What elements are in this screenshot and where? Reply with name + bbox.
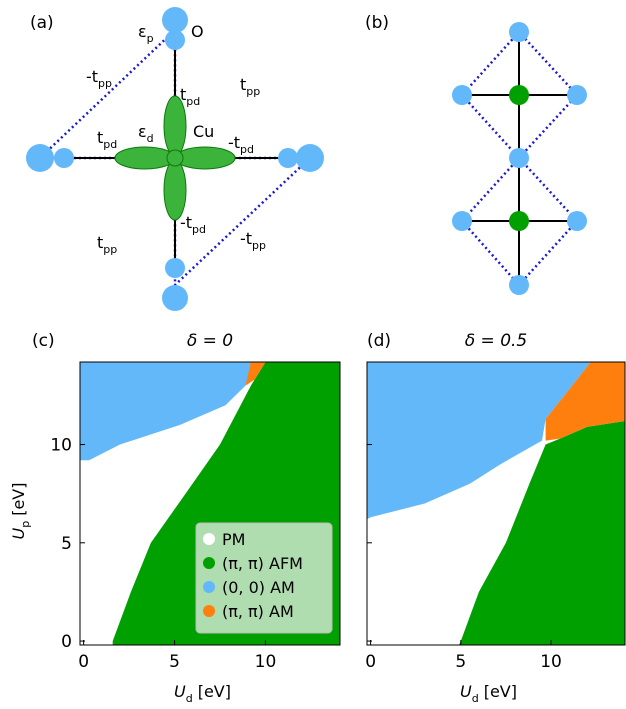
- y-axis-label-main: U: [9, 528, 28, 540]
- diagram-label-main: -t: [180, 213, 192, 232]
- legend-label: (0, 0) AM: [222, 578, 295, 597]
- diagram-label: εd: [138, 122, 154, 145]
- diagram-label: O: [191, 22, 204, 41]
- chart-title: δ = 0: [187, 331, 233, 351]
- chart-title: δ = 0.5: [465, 331, 528, 351]
- panel-label: (c): [32, 331, 55, 351]
- diagram-label: -tpp: [240, 229, 266, 252]
- legend-label: (π, π) AFM: [222, 554, 303, 573]
- x-tick-label: 0: [365, 652, 376, 672]
- y-tick-label: 0: [61, 632, 72, 652]
- x-axis-label-unit: [eV]: [198, 682, 231, 701]
- x-tick-label: 10: [255, 652, 277, 672]
- y-tick-label: 5: [61, 534, 72, 554]
- diagram-label-sub: pp: [252, 239, 266, 252]
- panel-label: (d): [367, 331, 391, 351]
- diagram-label-sub: p: [147, 32, 154, 45]
- diagram-label-sub: pp: [103, 243, 117, 256]
- y-tick-label: 10: [50, 436, 72, 456]
- diagram-label-main: ε: [138, 122, 147, 141]
- regions: [367, 362, 625, 645]
- legend-marker: [203, 533, 215, 545]
- diagram-label-main: O: [191, 22, 204, 41]
- diagram-label-sub: d: [147, 132, 154, 145]
- legend: PM (π, π) AFM (0, 0) AM (π, π) AM: [196, 523, 332, 633]
- diagram-label-main: -t: [228, 133, 240, 152]
- diagram-label: -tpd: [180, 213, 206, 236]
- legend-marker: [203, 581, 215, 593]
- diagram-label: tpp: [97, 233, 117, 256]
- diagram-label-main: -t: [86, 67, 98, 86]
- diagram-label-sub: pd: [103, 138, 117, 151]
- diagram-label-sub: pp: [246, 85, 260, 98]
- x-axis-label-main: U: [460, 682, 472, 701]
- panel-label: (b): [365, 13, 389, 33]
- diagram-label-sub: pp: [98, 77, 112, 90]
- diagram-b: (b): [365, 13, 587, 295]
- x-axis-label: Ud [eV]: [174, 682, 231, 705]
- legend-label: PM: [222, 530, 245, 549]
- x-tick-label: 5: [455, 652, 466, 672]
- x-axis-label: Ud [eV]: [460, 682, 517, 705]
- diagram-label: -tpp: [86, 67, 112, 90]
- diagram-label: tpd: [97, 128, 117, 151]
- diagram-label: Cu: [193, 122, 214, 141]
- legend-label: (π, π) AM: [222, 602, 294, 621]
- legend-marker: [203, 557, 215, 569]
- chart: 0 5 10 (d) δ = 0.5 Ud [eV]: [365, 331, 625, 705]
- figure: (a) εpO-tpptpptpdtpdεdCu-tpd-tpdtpp-tpp …: [0, 0, 626, 709]
- x-axis-label-main: U: [174, 682, 186, 701]
- y-axis-label-sub: p: [19, 521, 32, 528]
- diagram-label-sub: pd: [186, 95, 200, 108]
- d-orbital: [115, 96, 235, 220]
- x-axis-label-sub: d: [186, 692, 193, 705]
- panel-label: (a): [30, 13, 54, 33]
- x-tick-label: 5: [169, 652, 180, 672]
- y-axis-label: Up [eV]: [9, 483, 32, 540]
- diagram-label-sub: pd: [240, 143, 254, 156]
- x-axis-label-sub: d: [472, 692, 479, 705]
- chart: 0 5 10 0 5 10 (c) δ = 0 Ud [eV] Up [eV] PM (π, π) AFM…: [9, 331, 340, 705]
- legend-marker: [203, 605, 215, 617]
- y-axis-label-unit: [eV]: [9, 483, 28, 516]
- diagram-label-main: Cu: [193, 122, 214, 141]
- diagram-label-main: -t: [240, 229, 252, 248]
- x-tick-label: 0: [78, 652, 89, 672]
- diagram-label: tpp: [240, 75, 260, 98]
- diagram-label: εp: [138, 22, 154, 45]
- diagram-label-main: ε: [138, 22, 147, 41]
- x-tick-label: 10: [540, 652, 562, 672]
- diagram-label-sub: pd: [192, 223, 206, 236]
- x-axis-label-unit: [eV]: [484, 682, 517, 701]
